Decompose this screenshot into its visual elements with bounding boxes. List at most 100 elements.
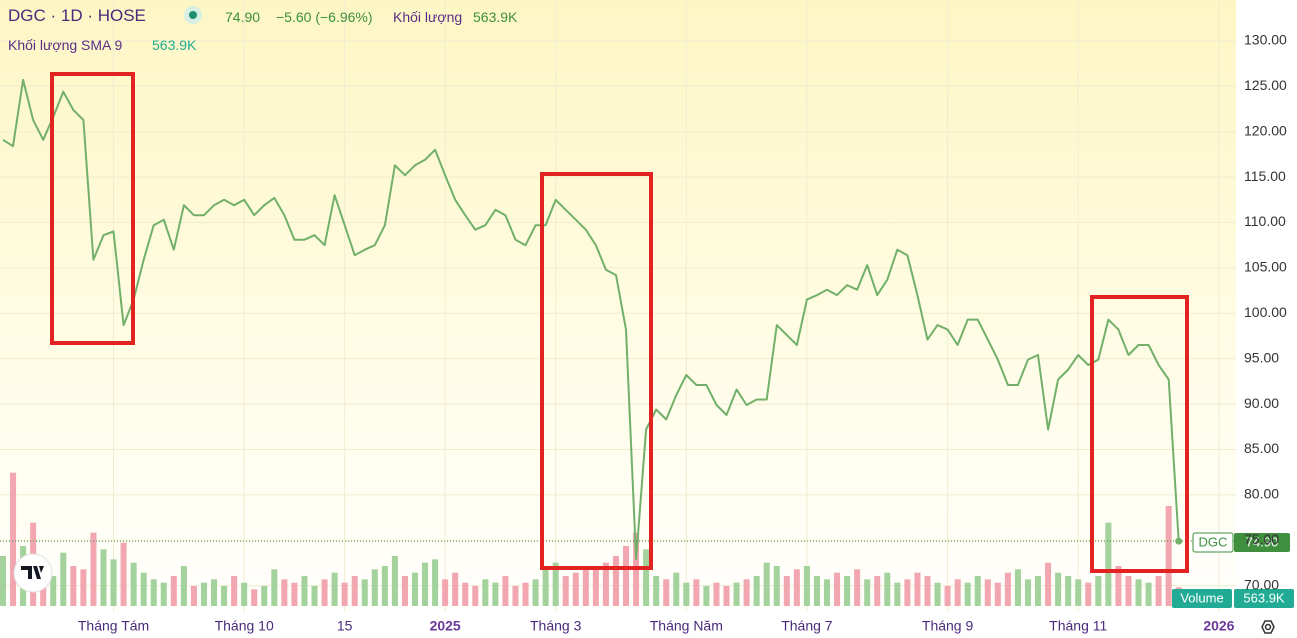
volume-bar xyxy=(110,559,117,606)
volume-bar xyxy=(733,582,740,606)
volume-bar xyxy=(834,572,841,606)
volume-bar xyxy=(231,576,238,606)
volume-tag-value: 563.9K xyxy=(1243,590,1285,605)
sma-label: Khối lượng SMA 9 xyxy=(8,37,123,53)
volume-bar xyxy=(602,562,609,606)
volume-bar xyxy=(291,582,298,606)
price-tag: DGC 74.90 xyxy=(1192,532,1290,553)
volume-bar xyxy=(1065,576,1072,606)
y-tick-label: 125.00 xyxy=(1244,77,1287,93)
volume-bar xyxy=(422,562,429,606)
volume-bar xyxy=(50,576,57,606)
volume-bar xyxy=(1135,579,1142,606)
volume-bar xyxy=(1125,576,1132,606)
volume-bar xyxy=(341,582,348,606)
price-tag-value: 74.90 xyxy=(1246,534,1279,549)
volume-bar xyxy=(813,576,820,606)
volume-bar xyxy=(462,582,469,606)
volume-bar xyxy=(10,472,17,606)
volume-bar xyxy=(743,579,750,606)
volume-bar xyxy=(522,582,529,606)
price-line xyxy=(2,78,1180,561)
x-tick-label: Tháng Tám xyxy=(78,618,149,634)
volume-bar xyxy=(803,566,810,606)
volume-bar xyxy=(844,576,851,606)
volume-bar xyxy=(1115,566,1122,606)
volume-bar xyxy=(582,566,589,606)
volume-bar xyxy=(793,569,800,606)
chart-title: DGC · 1D · HOSE xyxy=(8,6,146,25)
volume-bar xyxy=(261,586,268,606)
volume-bar xyxy=(914,572,921,606)
volume-bar xyxy=(703,586,710,606)
x-tick-label: 2025 xyxy=(430,618,461,634)
volume-bar xyxy=(894,582,901,606)
volume-bar xyxy=(1165,506,1172,606)
y-tick-label: 90.00 xyxy=(1244,395,1279,411)
volume-bar xyxy=(964,582,971,606)
volume-bar xyxy=(763,562,770,606)
y-tick-label: 100.00 xyxy=(1244,304,1287,320)
y-tick-label: 95.00 xyxy=(1244,349,1279,365)
volume-bar xyxy=(854,569,861,606)
volume-label: Khối lượng xyxy=(393,9,463,25)
volume-bar xyxy=(311,586,318,606)
volume-bar xyxy=(924,576,931,606)
volume-bar xyxy=(974,576,981,606)
x-tick-label: 15 xyxy=(337,618,353,634)
volume-bar xyxy=(472,586,479,606)
volume-bar xyxy=(381,566,388,606)
volume-bar xyxy=(1045,562,1052,606)
y-tick-label: 130.00 xyxy=(1244,32,1287,48)
volume-bar xyxy=(351,576,358,606)
last-price: 74.90 xyxy=(225,9,261,25)
volume-bar xyxy=(361,579,368,606)
y-tick-label: 75.00 xyxy=(1244,531,1279,547)
volume-bar xyxy=(723,586,730,606)
volume-bar xyxy=(90,532,97,606)
y-tick-label: 85.00 xyxy=(1244,440,1279,456)
volume-bar xyxy=(623,546,630,606)
volume-bar xyxy=(221,586,228,606)
volume-bar xyxy=(281,579,288,606)
volume-bar xyxy=(452,572,459,606)
volume-bar xyxy=(432,559,439,606)
volume-bar xyxy=(1085,582,1092,606)
x-tick-label: Tháng 3 xyxy=(530,618,582,634)
price-change: −5.60 (−6.96%) xyxy=(276,9,373,25)
volume-bar xyxy=(753,576,760,606)
volume-bar xyxy=(884,572,891,606)
volume-bar xyxy=(482,579,489,606)
volume-bar xyxy=(1004,572,1011,606)
volume-bar xyxy=(934,582,941,606)
volume-tag-name: Volume xyxy=(1180,590,1223,605)
volume-bar xyxy=(773,566,780,606)
volume-bar xyxy=(502,576,509,606)
grid xyxy=(0,0,1236,612)
settings-icon[interactable] xyxy=(1261,620,1275,634)
y-tick-label: 70.00 xyxy=(1244,576,1279,592)
volume-bar xyxy=(331,572,338,606)
volume-bar xyxy=(1035,576,1042,606)
y-tick-label: 110.00 xyxy=(1244,213,1286,229)
volume-bar xyxy=(1155,576,1162,606)
volume-bar xyxy=(100,549,107,606)
volume-bar xyxy=(673,572,680,606)
volume-bar xyxy=(512,586,519,606)
sma-value: 563.9K xyxy=(152,37,197,53)
volume-bar xyxy=(783,576,790,606)
volume-bar xyxy=(713,582,720,606)
x-tick-label: Tháng Năm xyxy=(650,618,723,634)
last-price-dot xyxy=(1175,537,1183,545)
volume-bar xyxy=(542,569,549,606)
volume-bar xyxy=(984,579,991,606)
y-tick-label: 115.00 xyxy=(1244,168,1286,184)
volume-bar xyxy=(0,556,7,606)
volume-bar xyxy=(371,569,378,606)
volume-bar xyxy=(1075,579,1082,606)
volume-bar xyxy=(442,579,449,606)
volume-bar xyxy=(653,576,660,606)
volume-bar xyxy=(60,552,67,606)
